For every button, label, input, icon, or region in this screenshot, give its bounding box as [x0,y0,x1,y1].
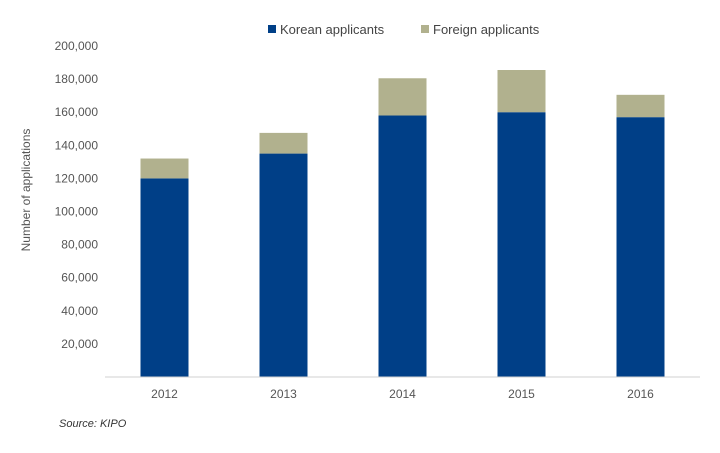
x-tick-label: 2016 [627,387,654,401]
y-tick-label: 60,000 [61,271,98,285]
bar-foreign-2012 [140,158,189,179]
bars [140,69,665,377]
y-axis-title: Number of applications [19,129,33,252]
bar-foreign-2016 [616,94,665,118]
bar-foreign-2015 [497,69,546,113]
legend-swatch [421,25,429,33]
y-tick-label: 160,000 [55,105,99,119]
y-tick-label: 200,000 [55,39,99,53]
source-note: Source: KIPO [59,418,127,430]
y-axis: 20,000 40,000 60,000 80,000 100,000 120,000 14… [55,39,99,351]
x-tick-label: 2015 [508,387,535,401]
x-tick-label: 2013 [270,387,297,401]
bar-foreign-2013 [259,132,308,154]
y-tick-label: 100,000 [55,205,99,219]
bar-korean-2016 [616,117,665,377]
bar-korean-2015 [497,112,546,377]
y-tick-label: 120,000 [55,171,99,185]
y-tick-label: 80,000 [61,238,98,252]
y-tick-label: 20,000 [61,337,98,351]
legend-item-foreign: Foreign applicants [421,22,540,37]
legend: Korean applicants Foreign applicants [268,22,540,37]
x-tick-label: 2014 [389,387,416,401]
bar-korean-2012 [140,178,189,377]
legend-label: Korean applicants [280,22,385,37]
y-tick-label: 40,000 [61,304,98,318]
x-tick-label: 2012 [151,387,178,401]
legend-label: Foreign applicants [433,22,540,37]
legend-item-korean: Korean applicants [268,22,385,37]
y-tick-label: 180,000 [55,72,99,86]
y-tick-label: 140,000 [55,138,99,152]
bar-foreign-2014 [378,78,427,116]
bar-korean-2013 [259,153,308,377]
x-axis: 2012 2013 2014 2015 2016 [151,387,654,401]
legend-swatch [268,25,276,33]
bar-korean-2014 [378,115,427,377]
